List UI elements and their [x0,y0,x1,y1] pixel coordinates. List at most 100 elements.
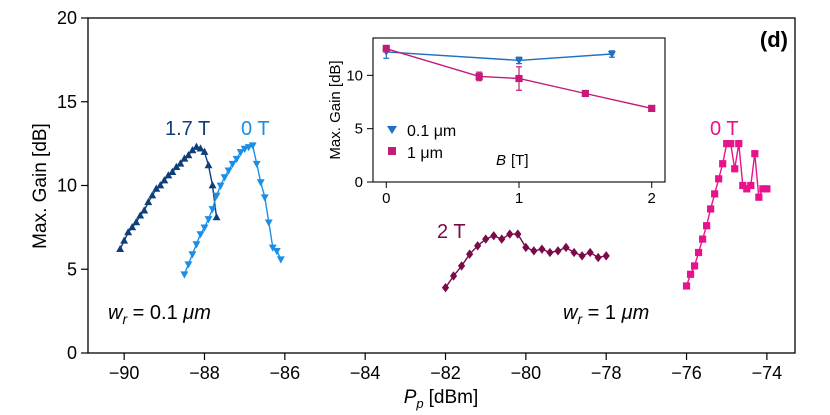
data-point [152,184,161,192]
data-point [715,175,723,183]
data-point [144,197,153,206]
data-point [554,246,562,256]
data-point [586,247,594,258]
data-point [216,182,225,190]
data-point [148,191,157,199]
data-point [538,244,546,254]
width-label-value: = 0.1 [127,302,183,324]
width-label-unit: μm [182,302,211,324]
data-point [578,251,586,261]
inset-y-tick-label: 10 [346,67,363,84]
data-point [570,247,578,258]
data-point [132,218,141,226]
data-point [490,231,498,241]
data-point [703,222,711,230]
data-point [228,160,237,169]
data-point [755,193,763,201]
inset-x-axis-title-main: B [496,152,506,169]
data-point [188,146,197,154]
x-axis-title-sub: p [415,396,423,411]
inset-data-point [515,57,523,65]
inset-plot-frame [372,37,666,183]
data-point [176,159,185,167]
inset-y-tick-label: 5 [355,121,363,138]
data-point [686,270,695,278]
annotation-width-1um: wr = 1 μm [563,302,649,327]
inset-data-point [581,89,589,98]
inset-x-axis-title: B [T] [496,152,529,169]
data-point [196,231,205,239]
data-point [441,282,450,293]
data-point [236,149,245,157]
data-point [457,261,466,271]
data-point [506,229,514,239]
width-label-sub: r [577,311,583,327]
data-point [172,162,181,170]
data-point [268,244,277,252]
data-point [188,251,197,259]
legend-label-1um: 1 μm [407,145,443,162]
data-point [196,144,205,152]
data-point [212,192,221,200]
x-tick-label: −78 [591,363,622,383]
x-tick-label: −86 [270,363,301,383]
x-tick-label: −82 [430,363,461,383]
data-point [276,256,285,264]
data-point [723,140,731,148]
data-point [136,211,145,219]
inset-y-axis-title: Max. Gain [dB] [327,60,344,159]
data-point [208,206,217,214]
data-point [248,142,257,150]
width-label-value: = 1 [582,302,621,324]
y-tick-label: 15 [57,92,77,112]
data-point [232,155,241,164]
annotation-2-t: 2 T [437,221,466,243]
inset-x-axis-title-unit: [T] [511,152,529,169]
data-point [256,179,265,187]
data-point [252,160,261,169]
data-point [272,247,281,256]
data-point [699,235,707,243]
x-tick-label: −88 [189,363,220,383]
data-point [224,167,233,175]
inset-data-point [382,45,390,53]
data-point [562,242,570,253]
data-point [682,282,691,290]
data-point [751,150,759,158]
annotation-0-t-wide: 0 T [710,118,739,140]
width-label-sub: r [122,311,128,327]
inset-series-layer [382,44,656,112]
data-point [184,151,193,159]
data-point [690,262,699,270]
data-point [743,185,751,193]
data-point [220,174,229,182]
data-point [466,249,474,259]
x-tick-label: −74 [752,363,783,383]
data-point [719,160,727,168]
inset-tick-layer: 0 1 2 0 5 10 [346,67,656,207]
data-point [602,251,610,261]
width-label-unit: μm [621,302,650,324]
data-point [739,181,747,190]
data-point [200,147,209,155]
width-label-main: w [563,302,579,324]
data-point [522,242,530,253]
x-tick-label: −80 [511,363,542,383]
data-point [184,261,193,269]
data-point [474,241,482,251]
panel-label: (d) [760,27,788,52]
x-axis-title-unit: [dBm] [429,387,479,408]
legend-marker-1um [388,147,396,155]
data-point [694,248,703,257]
data-point [759,185,767,193]
data-point [449,271,458,281]
data-point [180,271,189,279]
inset-legend: 0.1 μm 1 μm [387,123,456,162]
annotation-1-7-t: 1.7 T [165,118,210,140]
width-label-main: w [108,302,124,324]
inset-data-point [607,51,616,59]
x-tick-label: −84 [350,363,381,383]
data-point [264,219,273,227]
